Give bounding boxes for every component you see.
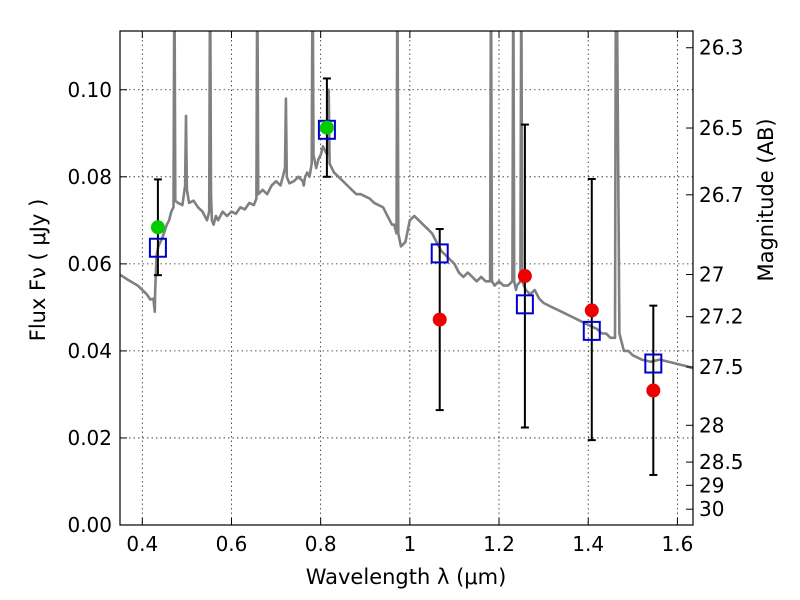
x-tick-label: 0.4 [126,532,158,556]
plot-area [120,31,693,476]
y-tick-label: 0.04 [67,339,112,363]
y2-tick-label: 30 [699,497,724,521]
model-spectrum-line [120,31,693,370]
model-flux-square [430,243,449,264]
observed-flux-red-circle [432,312,447,327]
y2-tick-label: 27.5 [699,355,744,379]
x-tick-label: 0.8 [305,532,337,556]
model-flux-square [515,294,534,315]
axis-ticks: 0.4 0.6 0.8 1 1.2 1.4 1.6 0.00 0.02 0.04 0.06 0.08 0… [67,31,744,556]
y-tick-label: 0.00 [67,513,112,537]
observed-flux-green-circle [150,220,165,235]
x-tick-label: 0.6 [216,532,248,556]
model-flux-square [644,353,663,374]
y2-tick-label: 27.2 [699,305,744,329]
y-tick-label: 0.08 [67,165,112,189]
y2-tick-label: 26.5 [699,116,744,140]
y-tick-label: 0.10 [67,78,112,102]
observed-flux-green-circle [319,120,334,135]
y2-tick-label: 28.5 [699,450,744,474]
y2-axis-label: Magnitude (AB) [754,118,778,281]
x-tick-label: 1.6 [661,532,693,556]
y2-tick-label: 28 [699,413,724,437]
grid [120,31,693,526]
y-axis-label: Flux Fν ( μJy ) [26,199,50,342]
y2-tick-label: 27 [699,263,724,287]
y-tick-label: 0.02 [67,426,112,450]
y-tick-label: 0.06 [67,252,112,276]
plot-frame [119,30,694,526]
x-tick-label: 1.4 [572,532,604,556]
x-tick-label: 1 [403,532,416,556]
x-axis-label: Wavelength λ (μm) [306,565,507,589]
x-tick-label: 1.2 [483,532,515,556]
observed-flux-red-circle [584,303,599,318]
y2-tick-label: 26.3 [699,36,744,60]
observed-flux-red-circle [517,269,532,284]
model-flux-square [582,320,601,341]
observed-flux-red-circle [646,383,661,398]
y2-tick-label: 26.7 [699,183,744,207]
model-flux-square [148,237,167,258]
y2-tick-label: 29 [699,473,724,497]
